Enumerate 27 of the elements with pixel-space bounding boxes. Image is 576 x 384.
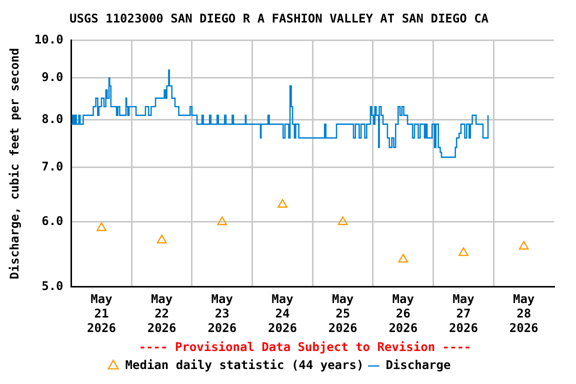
x-tick-label: May 25 2026 bbox=[328, 292, 358, 335]
x-tick-label: May 26 2026 bbox=[388, 292, 418, 335]
legend-label: Discharge bbox=[386, 358, 451, 372]
point bbox=[156, 234, 167, 244]
point bbox=[217, 216, 228, 226]
y-tick-label: 5.0 bbox=[42, 278, 64, 293]
x-tick-label: May 22 2026 bbox=[147, 292, 176, 335]
text: ---- Provisional Data Subject to Revision ---- bbox=[138, 340, 472, 354]
y-axis-title: Discharge, cubic feet per second bbox=[7, 48, 22, 280]
x-tick-label: May 27 2026 bbox=[449, 292, 478, 335]
point bbox=[96, 222, 106, 232]
point bbox=[518, 240, 529, 250]
y-tick-label: 10.0 bbox=[34, 32, 64, 47]
y-tick-label: 6.0 bbox=[42, 214, 64, 228]
x-tick-label: May 24 2026 bbox=[268, 292, 297, 335]
point bbox=[458, 247, 468, 256]
legend-label: Median daily statistic (44 years) bbox=[125, 358, 364, 372]
y-tick-label: 7.0 bbox=[42, 159, 64, 174]
y-tick-label: 9.0 bbox=[42, 70, 64, 84]
x-tick-label: May 23 2026 bbox=[208, 292, 237, 335]
y-tick-label: 8.0 bbox=[42, 112, 64, 126]
point bbox=[278, 199, 288, 208]
x-tick-label: May 28 2026 bbox=[509, 292, 538, 335]
chart-title: USGS 11023000 SAN DIEGO R A FASHION VALLEY AT SAN DIEGO CA bbox=[69, 11, 490, 26]
point bbox=[338, 216, 348, 226]
point bbox=[398, 254, 408, 263]
x-tick-label: May 21 2026 bbox=[87, 292, 116, 335]
